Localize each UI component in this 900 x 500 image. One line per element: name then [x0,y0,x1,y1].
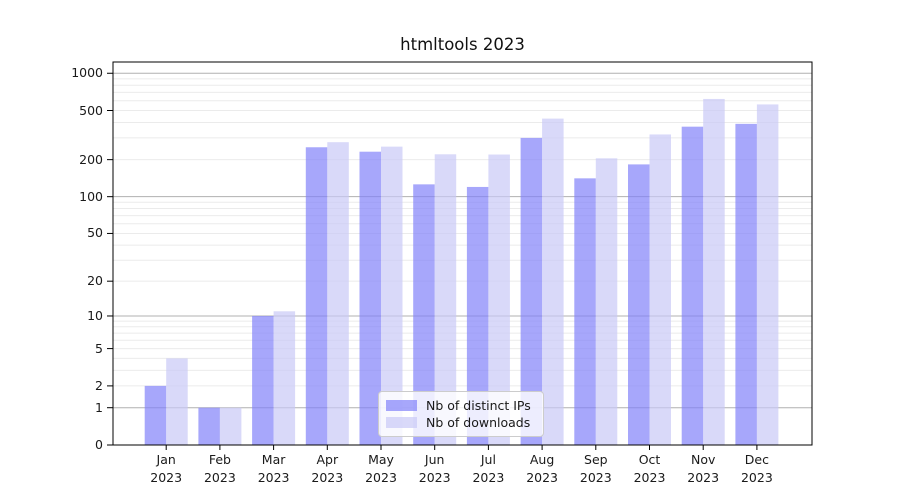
x-tick-label: Aug 2023 [526,452,558,485]
legend-item-downloads: Nb of downloads [386,415,536,430]
bar-downloads [273,311,296,445]
legend-item-distinct-ips: Nb of distinct IPs [386,398,536,413]
bar-downloads [756,104,779,446]
bar-distinct-ips [413,184,435,445]
y-tick-label: 500 [79,102,103,118]
bar-distinct-ips [628,164,650,445]
y-tick-label: 1 [95,399,103,415]
bar-distinct-ips [466,186,489,446]
bar-downloads [649,134,671,446]
bar-distinct-ips [359,151,381,445]
bar-downloads [542,118,564,445]
x-tick-label: Mar 2023 [257,452,290,485]
x-tick-label: Dec 2023 [740,452,773,485]
x-tick-label: Sep 2023 [579,452,612,485]
bar-downloads [434,154,457,445]
bar-downloads [219,407,242,445]
bar-downloads [381,146,403,445]
bar-distinct-ips [574,178,596,445]
x-tick-label: Jul 2023 [472,452,505,485]
bar-downloads [327,142,349,445]
x-tick-label: May 2023 [365,452,397,485]
axes-frame [112,61,813,446]
legend-label-downloads: Nb of downloads [426,415,531,431]
y-tick-label: 2 [95,377,103,393]
bar-downloads [595,158,618,445]
bar-distinct-ips [144,385,167,445]
bar-distinct-ips [520,137,543,445]
x-tick-label: Feb 2023 [203,452,236,485]
bar-distinct-ips [735,123,757,445]
y-tick-label: 5 [95,340,103,356]
bar-distinct-ips [252,315,274,445]
bar-downloads [166,358,188,445]
bar-distinct-ips [305,147,328,445]
y-tick-label: 0 [95,437,103,452]
y-tick-label: 1000 [71,65,103,81]
bar-distinct-ips [198,407,220,445]
y-tick-label: 20 [87,273,103,289]
bar-distinct-ips [681,126,704,445]
legend-label-distinct-ips: Nb of distinct IPs [426,397,531,413]
x-tick-label: Nov 2023 [687,452,720,485]
bar-downloads [703,98,725,446]
legend: Nb of distinct IPs Nb of downloads [378,391,544,437]
y-tick-label: 50 [87,225,103,241]
x-tick-label: Jan 2023 [150,452,183,485]
x-tick-label: Apr 2023 [311,452,344,485]
x-tick-label: Oct 2023 [633,452,666,485]
chart-title: htmltools 2023 [400,35,525,54]
legend-swatch-distinct-ips [386,399,417,411]
y-tick-label: 200 [79,151,103,167]
y-tick-label: 10 [87,307,103,323]
x-tick-label: Jun 2023 [418,452,451,485]
bar-downloads [488,154,510,445]
legend-swatch-downloads [386,417,417,429]
y-tick-label: 100 [79,188,103,204]
